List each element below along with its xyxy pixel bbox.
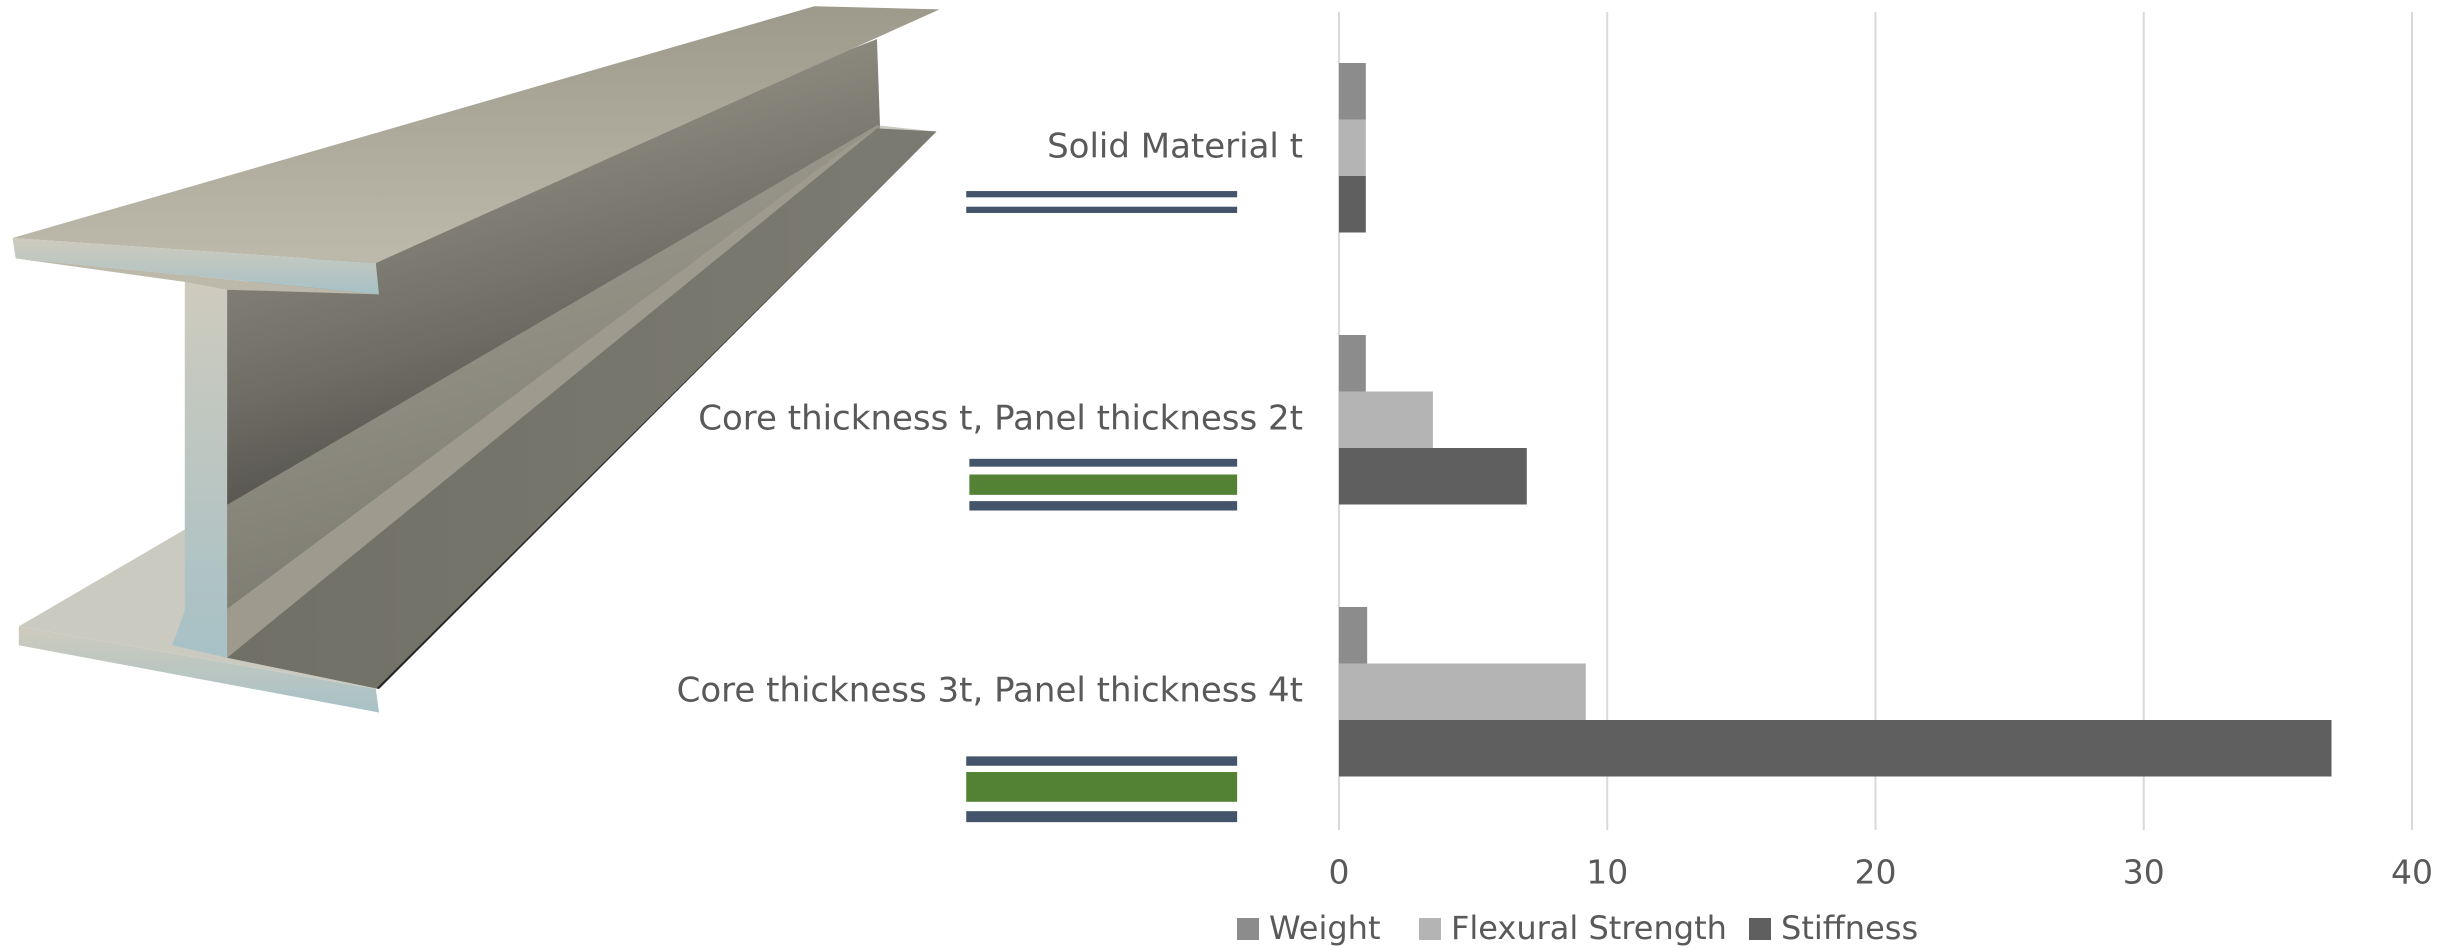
x-tick-label: 30	[2123, 853, 2165, 892]
legend-swatch	[1749, 918, 1771, 940]
x-tick-label: 0	[1329, 853, 1350, 892]
bar	[1339, 176, 1366, 233]
bar	[1339, 720, 2332, 777]
legend-swatch	[1419, 918, 1441, 940]
bar	[1339, 335, 1366, 392]
i-beam-illustration	[12, 6, 940, 713]
bar	[1339, 607, 1368, 664]
legend-label: Flexural Strength	[1451, 909, 1727, 947]
category-label: Core thickness t, Panel thickness 2t	[698, 398, 1303, 438]
legend-label: Weight	[1269, 909, 1380, 947]
bar	[1339, 663, 1586, 720]
bar	[1339, 391, 1433, 448]
layer-illustrations	[966, 191, 1238, 823]
bar	[1339, 63, 1366, 120]
x-tick-label: 20	[1855, 853, 1897, 892]
legend-swatch	[1237, 918, 1259, 940]
category-label: Solid Material t	[1047, 126, 1303, 166]
x-tick-label: 40	[2391, 853, 2433, 892]
bar	[1339, 119, 1366, 176]
x-tick-label: 10	[1586, 853, 1628, 892]
category-label: Core thickness 3t, Panel thickness 4t	[677, 670, 1303, 710]
bar	[1339, 448, 1527, 505]
legend-label: Stiffness	[1781, 909, 1918, 947]
